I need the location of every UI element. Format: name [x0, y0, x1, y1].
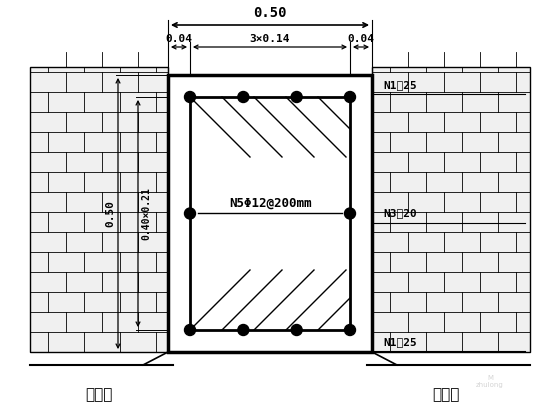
Text: 0.50: 0.50 — [105, 200, 115, 227]
Text: N1①25: N1①25 — [383, 337, 417, 347]
Circle shape — [344, 92, 356, 102]
Text: 0.04: 0.04 — [348, 34, 375, 44]
Bar — [30, 67, 168, 352]
Circle shape — [344, 325, 356, 336]
Text: N3①20: N3①20 — [383, 208, 417, 218]
Circle shape — [344, 208, 356, 219]
Bar — [168, 75, 372, 352]
Text: N1①25: N1①25 — [383, 80, 417, 90]
Circle shape — [184, 325, 195, 336]
Text: 0.04: 0.04 — [166, 34, 193, 44]
Circle shape — [291, 325, 302, 336]
Text: 0.50: 0.50 — [253, 6, 287, 20]
Text: N5Φ12@200mm: N5Φ12@200mm — [228, 197, 311, 210]
Text: 挡土墙: 挡土墙 — [85, 387, 113, 402]
Bar — [372, 67, 530, 352]
Circle shape — [184, 92, 195, 102]
Text: 3×0.14: 3×0.14 — [250, 34, 290, 44]
Circle shape — [238, 325, 249, 336]
Text: 0.40×0.21: 0.40×0.21 — [141, 187, 151, 240]
Circle shape — [238, 92, 249, 102]
Bar — [190, 97, 350, 330]
Circle shape — [291, 92, 302, 102]
Text: 挡土墙: 挡土墙 — [432, 387, 460, 402]
Text: M
zhulong: M zhulong — [476, 375, 504, 389]
Circle shape — [184, 208, 195, 219]
